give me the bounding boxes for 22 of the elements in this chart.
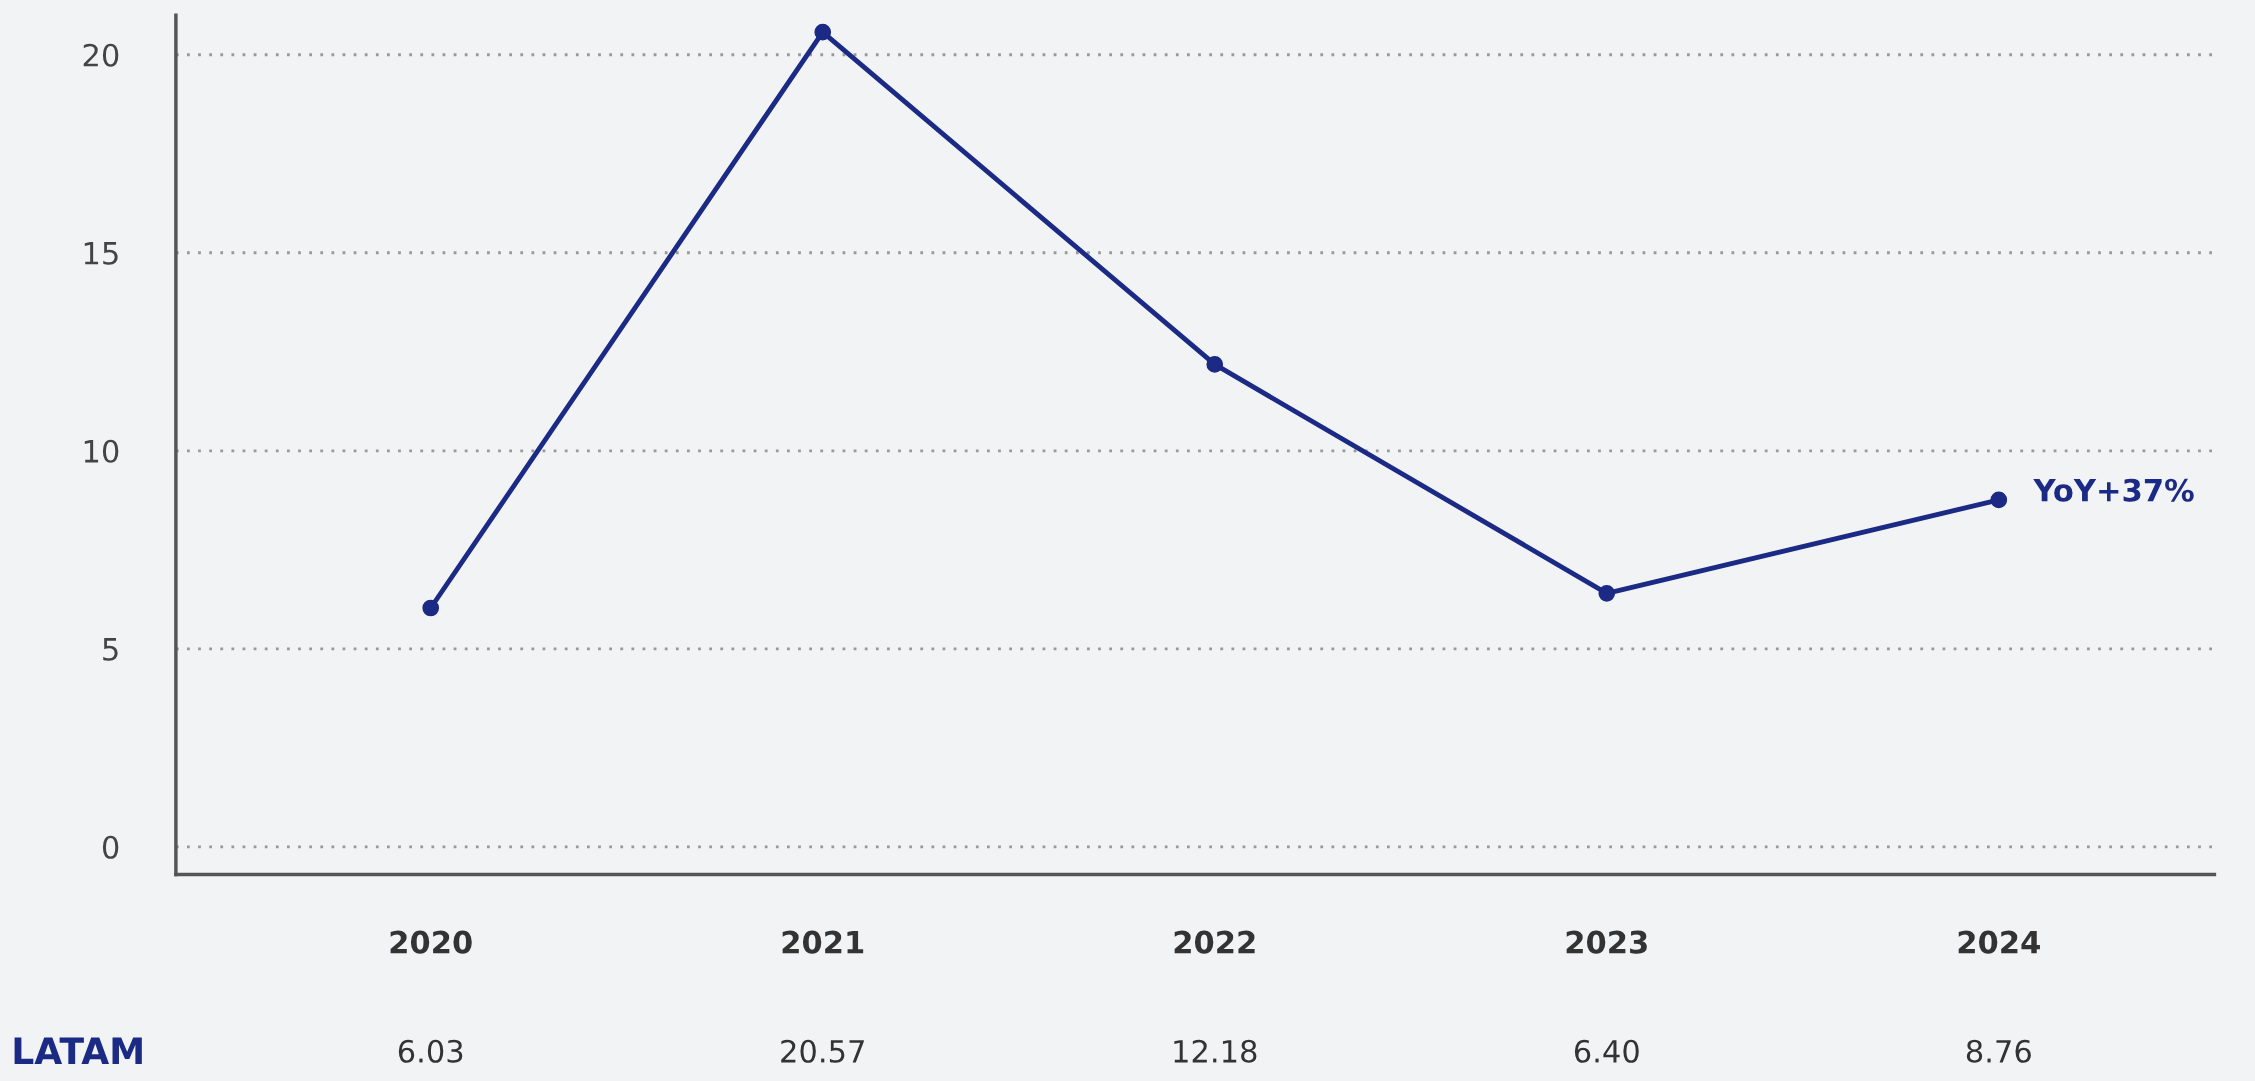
y-tick-label: 5 xyxy=(103,638,118,661)
point xyxy=(814,23,832,41)
point xyxy=(1206,356,1224,373)
data-label: 6.40 xyxy=(1574,1039,1639,1063)
data-label: 6.03 xyxy=(398,1039,463,1063)
point xyxy=(1990,491,2008,509)
x-tick-label: 2022 xyxy=(1174,930,1255,954)
point xyxy=(1598,585,1616,602)
point xyxy=(422,599,440,617)
y-tick-label: 10 xyxy=(84,439,119,463)
annotation: YoY+37% xyxy=(2033,478,2194,502)
x-tick-label: 2020 xyxy=(390,930,472,954)
x-tick-label: 2024 xyxy=(1958,930,2040,954)
data-label: 20.57 xyxy=(781,1039,864,1063)
y-tick-label: 20 xyxy=(83,43,119,67)
y-tick-label: 15 xyxy=(84,242,118,265)
x-tick-label: 2023 xyxy=(1566,930,1647,954)
text: LATAM xyxy=(14,1037,142,1064)
y-tick-label: 0 xyxy=(102,835,119,859)
data-label: 8.76 xyxy=(1966,1039,2031,1063)
data-label: 12.18 xyxy=(1174,1039,1257,1063)
x-tick-label: 2021 xyxy=(782,930,864,954)
